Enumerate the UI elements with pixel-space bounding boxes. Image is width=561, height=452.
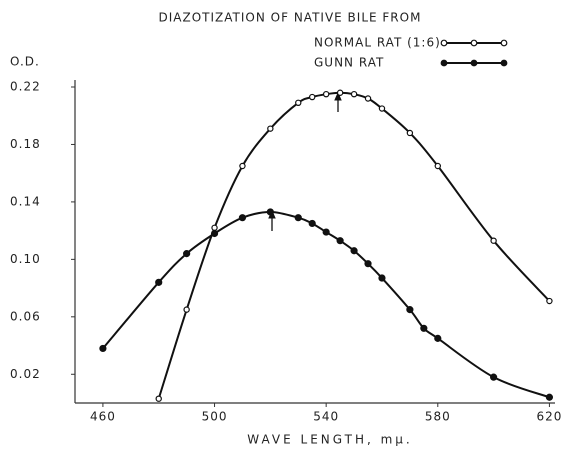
y-tick-label: 0.02 [10,367,41,381]
data-point [210,229,219,238]
data-point [322,228,330,236]
data-point [155,395,162,402]
data-point [294,214,302,222]
data-point [378,105,386,112]
legend-marker [440,39,448,47]
x-tick-label: 460 [90,410,116,424]
data-point [364,260,372,268]
data-point [420,324,428,332]
x-tick-label: 500 [202,410,228,424]
data-point [322,90,330,98]
y-tick-label: 0.22 [10,80,41,94]
data-point [406,129,414,137]
data-point [99,344,107,353]
y-tick-label: 0.18 [10,137,41,151]
data-point [350,247,358,255]
data-point [545,393,554,401]
chart-title: DIAZOTIZATION OF NATIVE BILE FROM [159,11,422,25]
data-point [406,306,414,314]
legend-marker [470,59,478,67]
y-tick-label: 0.06 [10,309,41,323]
data-point [266,208,274,216]
data-point [434,162,441,170]
y-tick-label: 0.10 [10,252,41,266]
y-axis-label: O.D. [10,55,40,69]
data-point [183,250,191,258]
legend-marker [500,39,508,47]
data-point [546,297,553,305]
data-point [155,278,163,286]
data-point [490,373,498,381]
data-point [183,306,190,313]
data-point [336,89,344,96]
data-point [309,93,316,101]
data-point [490,237,497,244]
data-point [295,99,302,107]
data-point [211,224,218,231]
x-tick-label: 620 [536,410,561,424]
x-axis-label: WAVE LENGTH, mμ. [247,433,413,447]
series-line [157,91,551,399]
data-point [336,237,344,245]
data-point [350,90,358,98]
x-tick-label: 540 [313,410,339,424]
data-point [308,219,316,228]
data-point [239,162,246,170]
data-point [378,274,386,282]
x-tick-label: 580 [425,410,451,424]
legend-label: GUNN RAT [314,56,384,70]
legend-label: NORMAL RAT (1:6) [314,36,441,50]
data-point [238,214,247,222]
legend-marker [470,39,478,47]
series-line [102,210,550,399]
peak-arrows [268,91,342,231]
legend-marker [500,59,508,67]
y-tick-label: 0.14 [10,194,41,208]
data-point [364,95,372,102]
legend-marker [440,59,448,67]
data-point [434,334,442,342]
data-point [267,125,274,132]
